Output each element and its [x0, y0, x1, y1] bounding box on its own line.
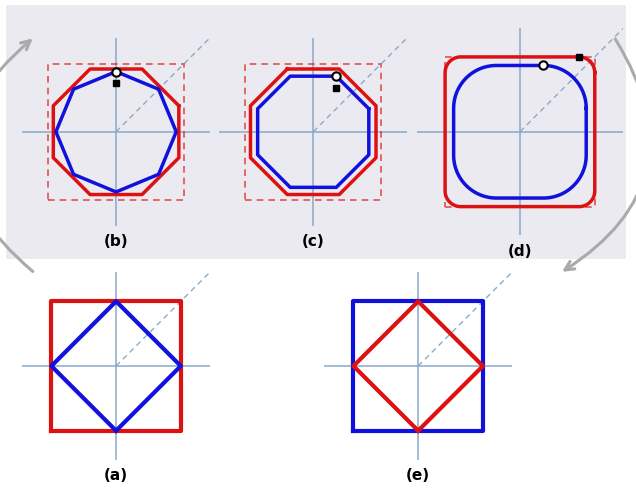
Text: (d): (d)	[508, 244, 532, 260]
Text: (a): (a)	[104, 468, 128, 483]
FancyBboxPatch shape	[0, 0, 636, 266]
Text: (b): (b)	[104, 234, 128, 249]
Text: (c): (c)	[302, 234, 324, 249]
Text: (e): (e)	[406, 468, 430, 483]
